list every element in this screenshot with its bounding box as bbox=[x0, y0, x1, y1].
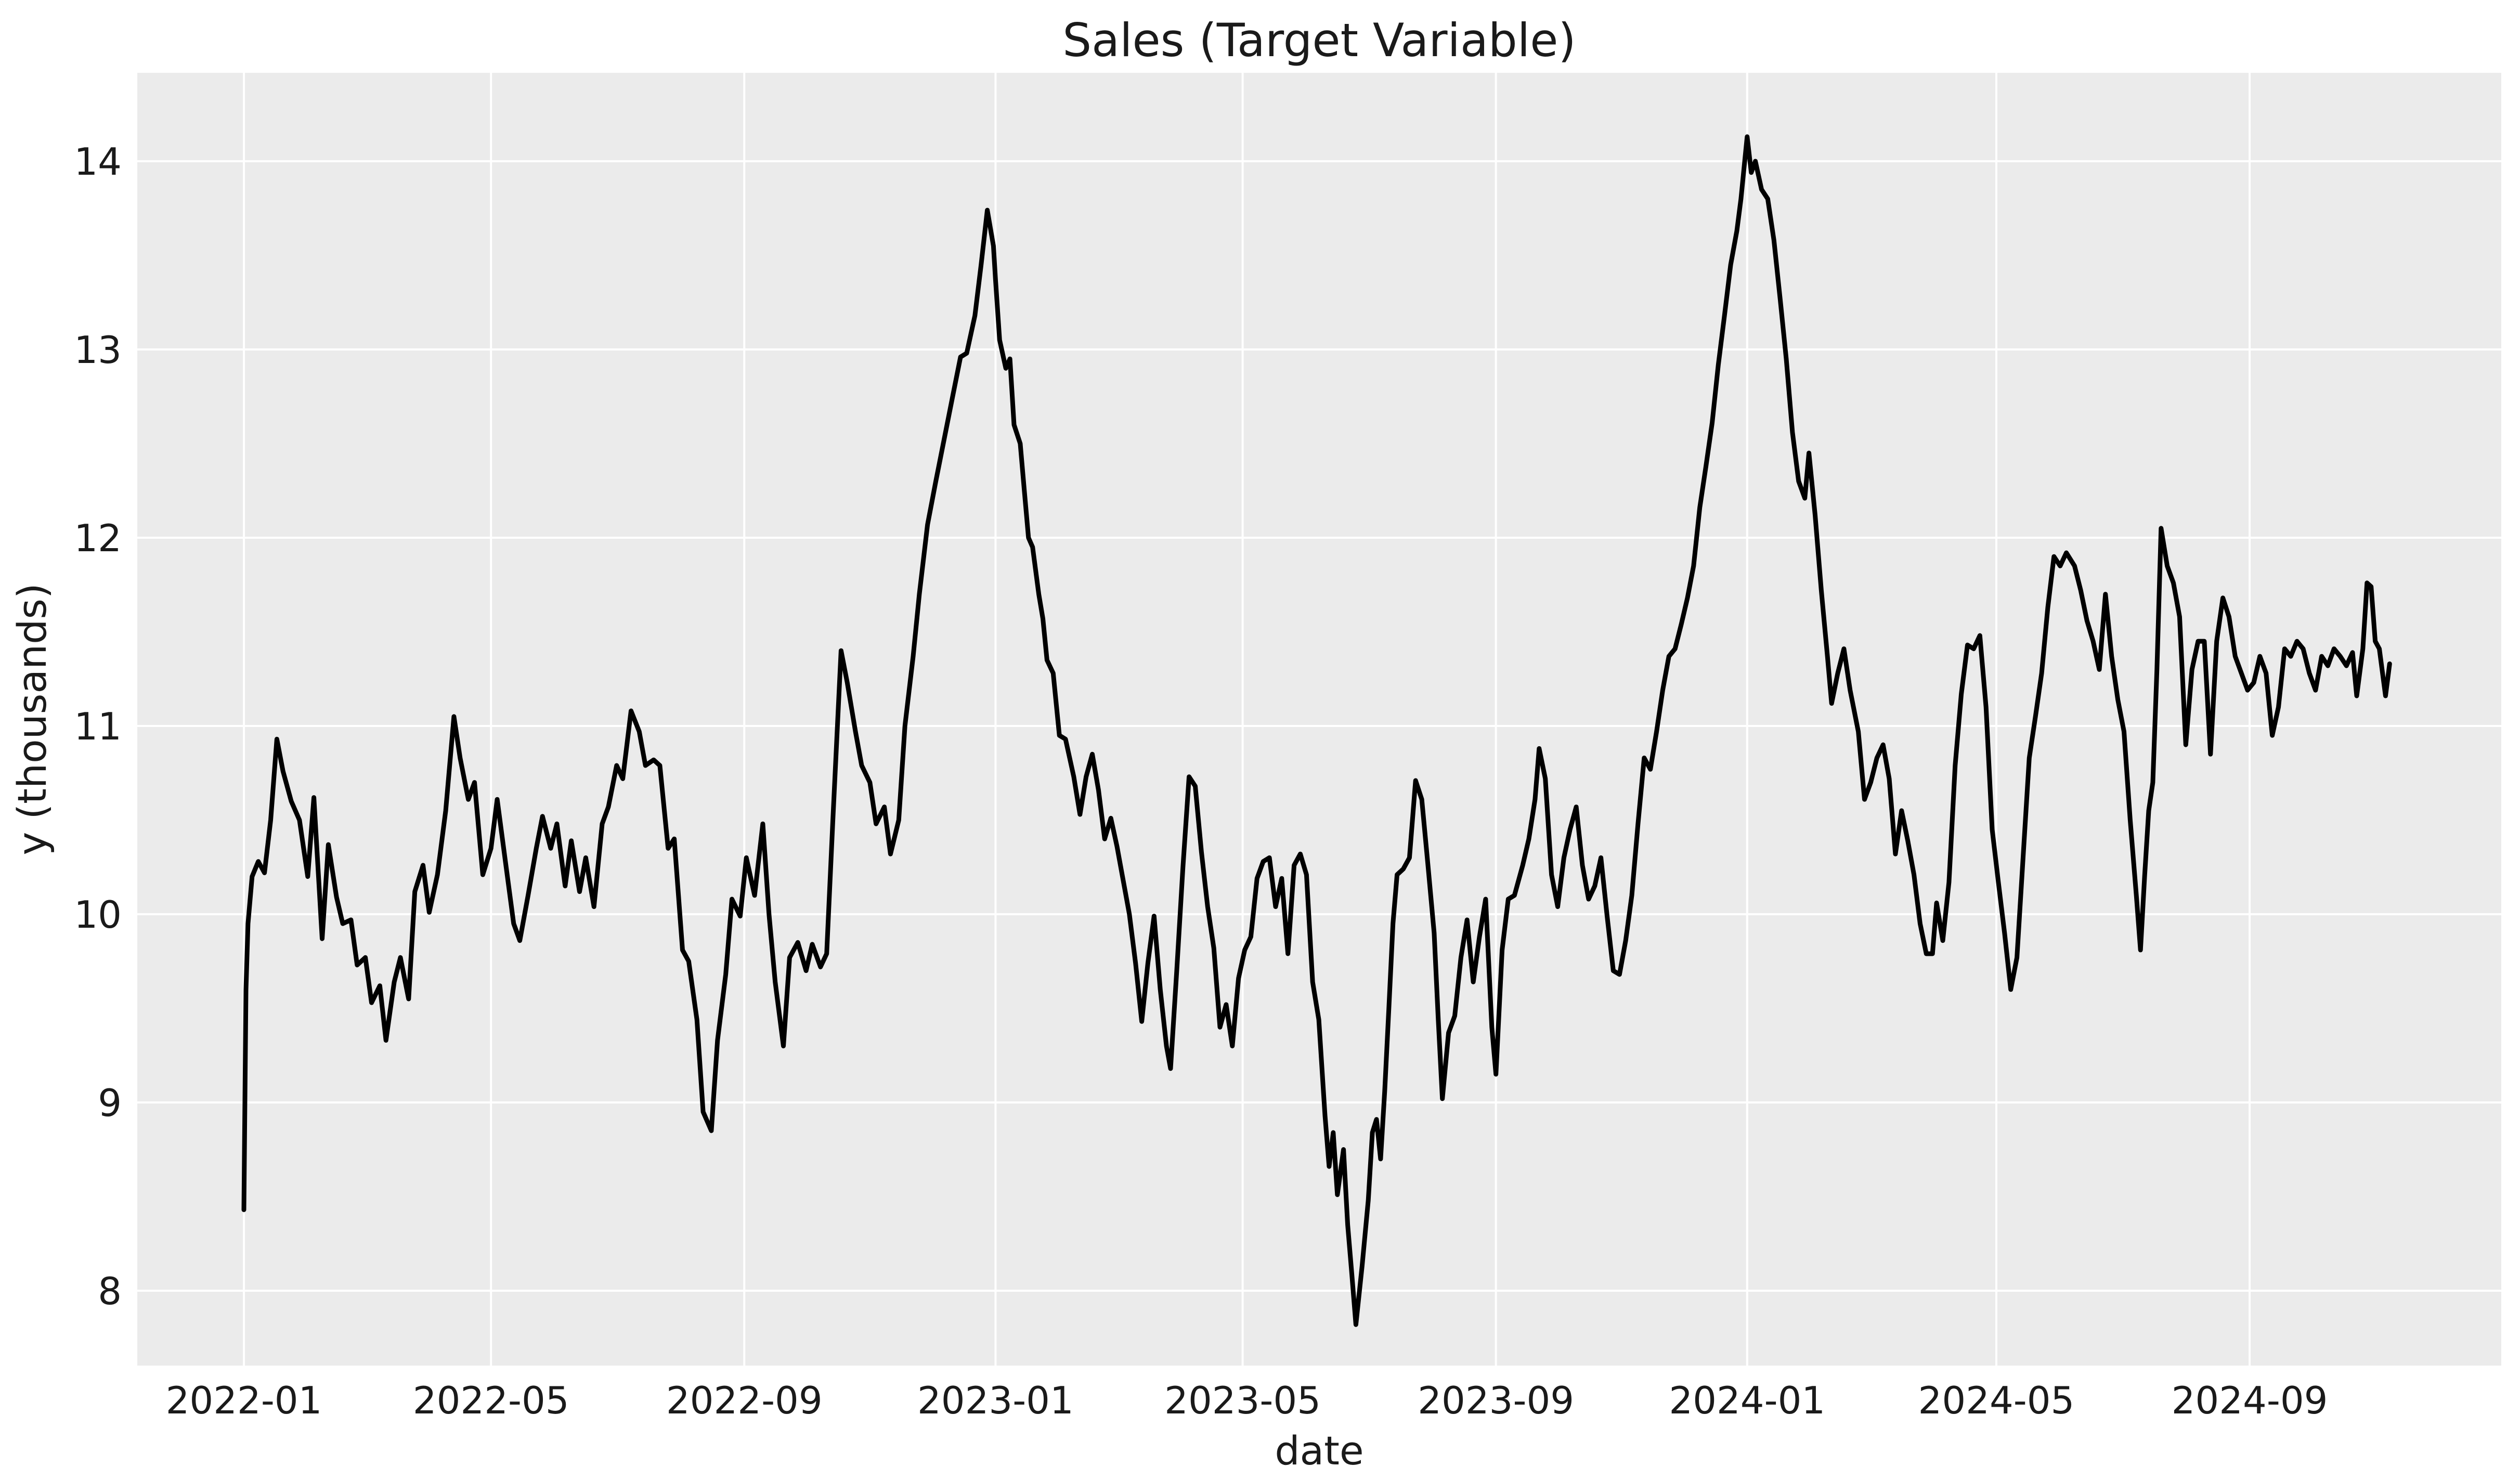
series-group bbox=[241, 134, 2392, 1327]
y-tick-label: 9 bbox=[98, 1081, 122, 1125]
x-tick-label: 2023-01 bbox=[917, 1379, 1074, 1422]
x-tick-label: 2022-09 bbox=[666, 1379, 823, 1422]
y-tick-label: 10 bbox=[74, 893, 122, 937]
y-tick-labels: 8 9 10 11 12 13 14 bbox=[74, 140, 122, 1313]
y-tick-label: 14 bbox=[74, 140, 122, 184]
x-tick-label: 2023-09 bbox=[1418, 1379, 1574, 1422]
y-tick-label: 11 bbox=[74, 705, 122, 748]
y-tick-label: 12 bbox=[74, 516, 122, 560]
x-tick-labels: 2022-01 2022-05 2022-09 2023-01 2023-05 2023-… bbox=[166, 1379, 2328, 1422]
y-axis-label: y (thousands) bbox=[9, 583, 55, 855]
x-tick-label: 2023-05 bbox=[1164, 1379, 1321, 1422]
chart-title: Sales (Target Variable) bbox=[1062, 14, 1576, 67]
plot-area bbox=[137, 73, 2501, 1366]
gridlines bbox=[137, 73, 2501, 1366]
x-tick-label: 2022-01 bbox=[166, 1379, 322, 1422]
sales-series-line bbox=[241, 134, 2392, 1327]
x-tick-label: 2022-05 bbox=[413, 1379, 569, 1422]
x-axis-label: date bbox=[1275, 1427, 1363, 1474]
x-tick-label: 2024-01 bbox=[1669, 1379, 1825, 1422]
x-tick-label: 2024-05 bbox=[1918, 1379, 2075, 1422]
y-tick-label: 8 bbox=[98, 1269, 122, 1313]
x-tick-label: 2024-09 bbox=[2172, 1379, 2328, 1422]
y-tick-label: 13 bbox=[74, 328, 122, 372]
